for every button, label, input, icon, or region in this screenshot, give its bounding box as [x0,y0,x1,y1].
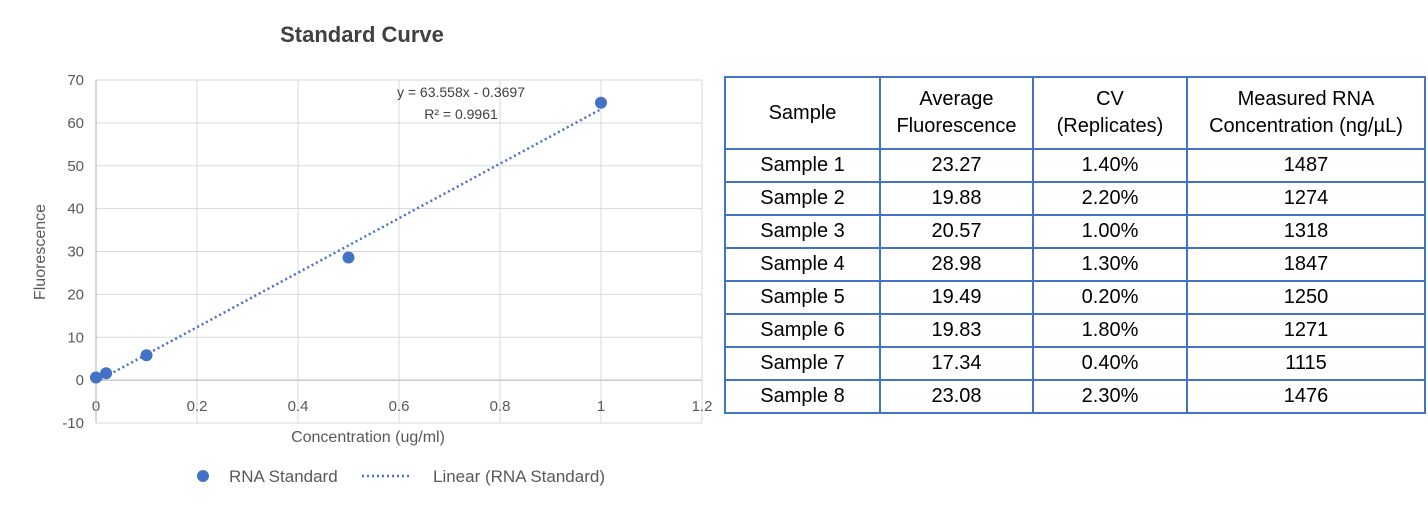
cell-average-fluorescence: 28.98 [879,247,1034,282]
cell-cv: 1.30% [1032,247,1188,282]
trendline-equation: y = 63.558x - 0.3697 [397,84,525,100]
data-point [90,371,102,384]
table-row: Sample 7 17.34 0.40% 1115 [724,346,1426,381]
cell-cv: 1.00% [1032,214,1188,249]
header-cv-line1: CV [1096,88,1124,110]
x-tick-label: 1 [597,398,605,415]
y-tick-label: 60 [67,115,84,132]
data-point [342,251,355,264]
table-row: Sample 6 19.83 1.80% 1271 [724,313,1426,348]
cell-average-fluorescence: 23.08 [879,379,1034,414]
cell-cv: 2.30% [1032,379,1188,414]
x-tick-label: 0.6 [389,398,410,415]
cell-cv: 1.40% [1032,148,1188,183]
legend-label-linear: Linear (RNA Standard) [433,467,605,486]
header-cv: CV (Replicates) [1032,76,1188,150]
y-axis-title: Fluorescence [32,204,49,300]
header-average-fluorescence: Average Fluorescence [879,76,1034,150]
cell-cv: 0.40% [1032,346,1188,381]
table-body: Sample 1 23.27 1.40% 1487 Sample 2 19.88 2.20%… [724,148,1426,414]
sample-results-table: Sample Average Fluorescence CV (Replicates… [724,76,1426,414]
data-point [100,367,113,380]
cell-sample: Sample 5 [724,280,881,315]
cell-concentration: 1115 [1186,346,1426,381]
table-row: Sample 4 28.98 1.30% 1847 [724,247,1426,282]
cell-average-fluorescence: 23.27 [879,148,1034,183]
x-tick-label: 1.2 [692,398,713,415]
cell-sample: Sample 1 [724,148,881,183]
cell-sample: Sample 2 [724,181,881,216]
x-tick-label: 0.4 [288,398,309,415]
header-sample-line1: Sample [768,101,837,124]
cell-sample: Sample 7 [724,346,881,381]
x-tick-label: 0.2 [187,398,208,415]
header-avg-line1: Average [919,88,994,110]
cell-average-fluorescence: 20.57 [879,214,1034,249]
table-row: Sample 3 20.57 1.00% 1318 [724,214,1426,249]
cell-concentration: 1847 [1186,247,1426,282]
cell-average-fluorescence: 19.83 [879,313,1034,348]
cell-concentration: 1318 [1186,214,1426,249]
legend: RNA Standard Linear (RNA Standard) [197,467,605,486]
chart-title: Standard Curve [280,22,444,47]
header-cv-line2: (Replicates) [1056,115,1164,137]
y-tick-label: 50 [67,158,84,175]
standard-curve-chart: Standard Curve -1001020304050607000.20.4… [32,22,712,486]
cell-sample: Sample 3 [724,214,881,249]
cell-sample: Sample 6 [724,313,881,348]
x-tick-label: 0.8 [490,398,511,415]
data-point [140,349,153,362]
cell-concentration: 1487 [1186,148,1426,183]
y-tick-label: 70 [67,72,84,89]
table-header-row: Sample Average Fluorescence CV (Replicates… [724,76,1426,150]
header-measured-concentration: Measured RNA Concentration (ng/µL) [1186,76,1426,150]
header-sample: Sample [724,76,881,150]
linear-trendline [95,108,602,383]
trendline-layer [95,108,602,383]
table-row: Sample 1 23.27 1.40% 1487 [724,148,1426,183]
data-points [90,96,607,384]
cell-average-fluorescence: 17.34 [879,346,1034,381]
x-axis-title: Concentration (ug/ml) [291,429,445,446]
cell-average-fluorescence: 19.88 [879,181,1034,216]
cell-average-fluorescence: 19.49 [879,280,1034,315]
y-tick-label: 40 [67,201,84,218]
y-tick-label: 20 [67,286,84,303]
y-tick-label: 30 [67,244,84,261]
y-tick-label: 0 [76,372,84,389]
header-conc-line1: Measured RNA [1237,88,1375,110]
trendline-r-squared: R² = 0.9961 [424,106,498,122]
cell-cv: 1.80% [1032,313,1188,348]
table-row: Sample 2 19.88 2.20% 1274 [724,181,1426,216]
grid [95,79,703,424]
cell-sample: Sample 4 [724,247,881,282]
legend-marker-rna-standard [197,470,209,482]
cell-concentration: 1250 [1186,280,1426,315]
data-point [595,96,607,109]
axes: -1001020304050607000.20.40.60.811.2 [62,72,712,432]
header-avg-line2: Fluorescence [896,115,1017,137]
cell-concentration: 1271 [1186,313,1426,348]
y-tick-label: 10 [67,329,84,346]
legend-label-rna-standard: RNA Standard [229,467,338,486]
cell-concentration: 1274 [1186,181,1426,216]
table-row: Sample 8 23.08 2.30% 1476 [724,379,1426,414]
table-row: Sample 5 19.49 0.20% 1250 [724,280,1426,315]
cell-cv: 2.20% [1032,181,1188,216]
header-conc-line2: Concentration (ng/µL) [1209,115,1403,137]
cell-sample: Sample 8 [724,379,881,414]
cell-concentration: 1476 [1186,379,1426,414]
cell-cv: 0.20% [1032,280,1188,315]
y-tick-label: -10 [62,415,84,432]
